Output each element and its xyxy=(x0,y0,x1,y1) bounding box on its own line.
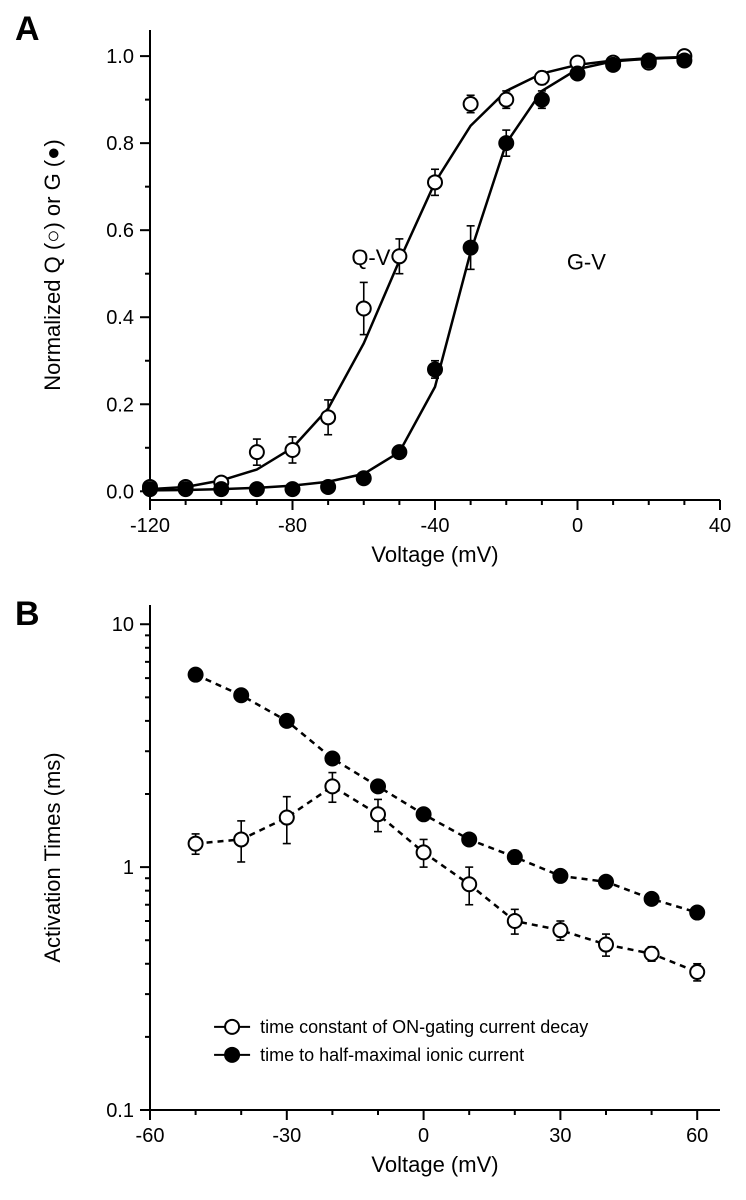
x-tick-label: 0 xyxy=(572,515,583,537)
x-tick-label: -120 xyxy=(130,515,170,537)
ongate-point xyxy=(189,837,203,851)
ongate-line xyxy=(196,786,698,972)
gv-point xyxy=(606,58,620,72)
qv-point xyxy=(286,443,300,457)
qv-point xyxy=(464,97,478,111)
gv-point xyxy=(179,482,193,496)
x-tick-label: 30 xyxy=(549,1125,571,1147)
x-tick-label: -40 xyxy=(421,515,450,537)
halfmax-line xyxy=(196,675,698,913)
qv-point xyxy=(321,410,335,424)
gv-point xyxy=(571,67,585,81)
gv-point xyxy=(143,482,157,496)
y-tick-label: 1 xyxy=(123,857,134,879)
halfmax-point xyxy=(690,906,704,920)
x-tick-label: 0 xyxy=(418,1125,429,1147)
halfmax-point xyxy=(325,752,339,766)
gv-point xyxy=(499,136,513,150)
x-tick-label: -60 xyxy=(136,1125,165,1147)
halfmax-point xyxy=(645,892,659,906)
qv-point xyxy=(250,445,264,459)
gv-point xyxy=(357,471,371,485)
y-tick-label: 1.0 xyxy=(106,46,134,68)
gv-point xyxy=(535,93,549,107)
halfmax-point xyxy=(417,807,431,821)
gv-point xyxy=(428,362,442,376)
qv-point xyxy=(499,93,513,107)
ongate-point xyxy=(371,807,385,821)
gv-point xyxy=(392,445,406,459)
panel-a: A -120 -80 -40 0 40 0.0 0.2 0.4 0.6 0.8 1.0 Voltage … xyxy=(15,10,731,567)
panel-b-label: B xyxy=(15,595,40,633)
gv-point xyxy=(321,480,335,494)
legend-marker xyxy=(225,1048,239,1062)
y-tick-label: 0.1 xyxy=(106,1100,134,1122)
qv-point xyxy=(357,302,371,316)
gv-point xyxy=(677,53,691,67)
legend-marker xyxy=(225,1020,239,1034)
legend-text: time to half-maximal ionic current xyxy=(260,1045,524,1065)
x-tick-label: -80 xyxy=(278,515,307,537)
gv-point xyxy=(214,482,228,496)
y-tick-label: 0.4 xyxy=(106,307,134,329)
halfmax-point xyxy=(508,850,522,864)
ongate-point xyxy=(599,938,613,952)
y-tick-label: 0.2 xyxy=(106,394,134,416)
ongate-point xyxy=(690,965,704,979)
ongate-point xyxy=(645,947,659,961)
y-tick-label: 0.6 xyxy=(106,220,134,242)
gv-point xyxy=(464,241,478,255)
ongate-point xyxy=(325,779,339,793)
halfmax-point xyxy=(280,714,294,728)
halfmax-point xyxy=(371,779,385,793)
figure: A -120 -80 -40 0 40 0.0 0.2 0.4 0.6 0.8 1.0 Voltage … xyxy=(0,0,746,1200)
y-tick-label: 0.8 xyxy=(106,133,134,155)
legend-text: time constant of ON-gating current decay xyxy=(260,1017,588,1037)
ongate-point xyxy=(280,811,294,825)
panel-b: B -60 -30 0 30 60 0.1 1 10 Voltage (mV) Activation… xyxy=(15,595,720,1177)
x-tick-label: 60 xyxy=(686,1125,708,1147)
x-tick-label: 40 xyxy=(709,515,731,537)
ongate-point xyxy=(234,832,248,846)
x-axis-label: Voltage (mV) xyxy=(371,542,498,567)
x-axis-label: Voltage (mV) xyxy=(371,1152,498,1177)
y-axis-label: Normalized Q (○) or G (●) xyxy=(40,139,65,391)
gv-point xyxy=(286,482,300,496)
gv-point xyxy=(642,53,656,67)
qv-label: Q-V xyxy=(351,245,390,270)
panel-a-label: A xyxy=(15,10,40,48)
ongate-point xyxy=(462,877,476,891)
qv-point xyxy=(392,249,406,263)
halfmax-point xyxy=(462,832,476,846)
x-tick-label: -30 xyxy=(272,1125,301,1147)
svg-text:Normalized Q (○) or G (●): Normalized Q (○) or G (●) xyxy=(40,139,65,391)
halfmax-point xyxy=(189,668,203,682)
halfmax-point xyxy=(599,875,613,889)
y-tick-label: 0.0 xyxy=(106,481,134,503)
gv-point xyxy=(250,482,264,496)
gv-label: G-V xyxy=(567,249,606,274)
y-axis-label: Activation Times (ms) xyxy=(40,752,65,962)
qv-point xyxy=(535,71,549,85)
ongate-point xyxy=(553,923,567,937)
ongate-point xyxy=(508,914,522,928)
y-tick-label: 10 xyxy=(112,614,134,636)
halfmax-point xyxy=(553,869,567,883)
ongate-point xyxy=(417,845,431,859)
qv-point xyxy=(428,175,442,189)
halfmax-point xyxy=(234,688,248,702)
